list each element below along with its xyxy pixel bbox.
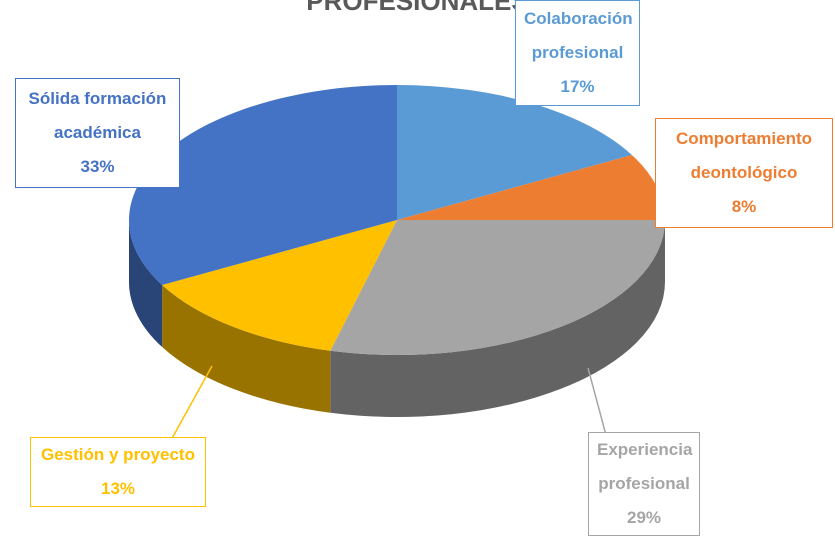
slice bbox=[397, 154, 665, 220]
data-callout: Experiencia profesional 29% bbox=[588, 432, 700, 536]
data-callout: Comportamiento deontológico 8% bbox=[655, 118, 833, 228]
slice bbox=[162, 220, 397, 351]
data-callout: Colaboración profesional 17% bbox=[515, 0, 640, 106]
value-label: 13% bbox=[100, 479, 136, 498]
slice-side bbox=[162, 285, 331, 413]
value-label: 29% bbox=[626, 508, 662, 527]
callout-pointer bbox=[169, 365, 213, 443]
category-label: Sólida formación académica bbox=[28, 89, 167, 142]
slice bbox=[397, 85, 632, 220]
value-label: 33% bbox=[80, 157, 115, 176]
chart-title: PROFESIONALES bbox=[306, 0, 529, 16]
value-label: 8% bbox=[731, 197, 757, 216]
slice bbox=[330, 220, 665, 355]
data-callout: Sólida formación académica 33% bbox=[15, 78, 180, 188]
category-label: Colaboración profesional bbox=[524, 9, 633, 62]
data-callout: Gestión y proyecto 13% bbox=[30, 437, 206, 507]
category-label: Comportamiento deontológico bbox=[676, 129, 812, 182]
slice-side bbox=[129, 220, 163, 348]
category-label: Experiencia profesional bbox=[597, 440, 693, 493]
value-label: 17% bbox=[560, 77, 595, 96]
slice bbox=[129, 85, 398, 286]
category-label: Gestión y proyecto bbox=[41, 445, 195, 464]
slice-side bbox=[330, 220, 665, 418]
